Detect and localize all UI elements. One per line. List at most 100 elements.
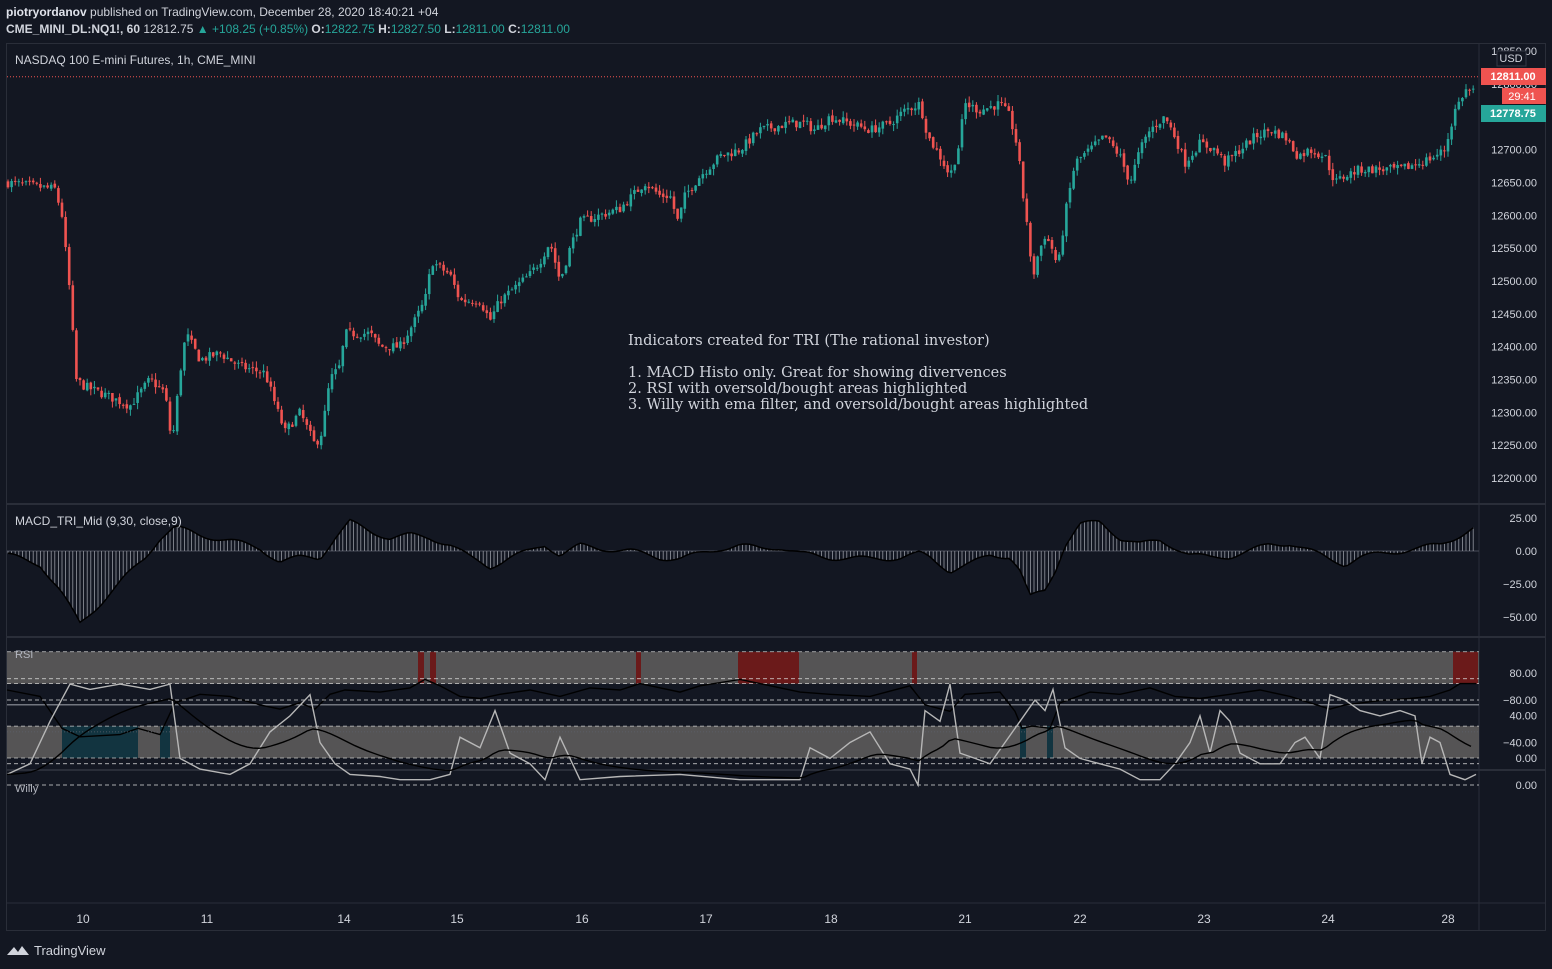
candle-body bbox=[827, 116, 831, 126]
price-tick: 12300.00 bbox=[1491, 407, 1537, 419]
candle-body bbox=[1036, 256, 1039, 275]
candle-body bbox=[312, 430, 316, 442]
candle-body bbox=[1403, 163, 1407, 167]
candle-body bbox=[1101, 135, 1104, 140]
candle-body bbox=[863, 126, 867, 130]
candle-body bbox=[1072, 170, 1075, 189]
candle-body bbox=[1137, 152, 1140, 165]
candle-body bbox=[165, 388, 168, 401]
candle-body bbox=[672, 196, 676, 209]
candle-body bbox=[1245, 140, 1248, 148]
candle-body bbox=[939, 148, 942, 160]
candle-body bbox=[892, 124, 895, 126]
candle-body bbox=[1302, 153, 1306, 157]
candle-body bbox=[705, 173, 708, 175]
time-tick: 18 bbox=[824, 912, 838, 926]
candle-body bbox=[1223, 155, 1227, 166]
candle-body bbox=[1410, 165, 1414, 169]
open-label: O: bbox=[311, 22, 325, 36]
candle-body bbox=[1270, 132, 1273, 134]
candle-body bbox=[755, 133, 759, 135]
candle-body bbox=[420, 304, 424, 312]
candle-body bbox=[121, 404, 125, 406]
macd-axis[interactable]: 25.00 0.00 −25.00 −50.00 bbox=[1503, 513, 1537, 624]
candle-body bbox=[1018, 142, 1021, 162]
candle-body bbox=[276, 401, 280, 409]
candle-body bbox=[1187, 160, 1191, 167]
candle-body bbox=[802, 120, 805, 122]
candle-body bbox=[971, 104, 975, 107]
time-axis[interactable]: 10 11 14 15 16 17 18 21 22 23 24 28 bbox=[76, 912, 1455, 926]
candle-body bbox=[1417, 164, 1421, 166]
candle-body bbox=[1147, 131, 1151, 138]
candle-body bbox=[737, 150, 741, 153]
candle-body bbox=[233, 362, 237, 364]
candle-body bbox=[204, 357, 208, 361]
ohlc-line: CME_MINI_DL:NQ1!, 60 12812.75 ▲ +108.25 … bbox=[6, 22, 570, 36]
time-tick: 10 bbox=[76, 912, 90, 926]
candle-body bbox=[593, 218, 597, 223]
willy-ema-line bbox=[6, 698, 1472, 779]
candle-body bbox=[1194, 152, 1198, 156]
candle-body bbox=[1025, 198, 1029, 222]
candle-body bbox=[571, 237, 575, 249]
candle-body bbox=[910, 108, 913, 111]
rsi-axis[interactable]: 80.00 40.00 0.00 bbox=[1509, 668, 1537, 765]
candle-body bbox=[273, 386, 276, 402]
candle-body bbox=[741, 150, 744, 154]
candle-body bbox=[780, 125, 784, 129]
candle-body bbox=[690, 190, 694, 192]
symbol-label[interactable]: CME_MINI_DL:NQ1!, 60 bbox=[6, 22, 141, 36]
candle-body bbox=[391, 343, 395, 352]
candle-body bbox=[885, 121, 888, 123]
candle-body bbox=[874, 125, 877, 133]
rsi-oversold-highlight bbox=[1047, 726, 1053, 758]
candle-body bbox=[1389, 164, 1392, 167]
candle-body bbox=[1443, 150, 1446, 152]
tradingview-logo-icon[interactable] bbox=[6, 942, 30, 958]
brand-name[interactable]: TradingView bbox=[34, 943, 106, 958]
candle-body bbox=[24, 181, 28, 183]
candle-body bbox=[1425, 157, 1428, 166]
candle-body bbox=[622, 204, 625, 212]
candle-body bbox=[643, 186, 647, 191]
candle-body bbox=[687, 190, 690, 192]
annotation-text[interactable]: Indicators created for TRI (The rational… bbox=[628, 333, 1088, 413]
candle-body bbox=[795, 120, 798, 128]
candle-body bbox=[809, 121, 813, 132]
candle-body bbox=[935, 148, 939, 150]
candle-body bbox=[1011, 110, 1014, 130]
candle-body bbox=[107, 392, 111, 394]
candle-body bbox=[492, 311, 496, 320]
time-tick: 11 bbox=[201, 912, 214, 926]
candle-body bbox=[1014, 129, 1018, 143]
candle-body bbox=[618, 206, 622, 213]
candle-body bbox=[1032, 256, 1036, 275]
candle-body bbox=[1155, 125, 1158, 128]
time-tick: 28 bbox=[1441, 912, 1455, 926]
candle-body bbox=[787, 121, 791, 123]
willy-axis[interactable]: 0.00 −40.00 −80.00 bbox=[1503, 695, 1537, 792]
candle-body bbox=[550, 246, 553, 249]
candle-body bbox=[489, 312, 492, 320]
candle-body bbox=[287, 423, 291, 430]
candle-body bbox=[262, 370, 265, 373]
rsi-overbought-highlight bbox=[912, 651, 917, 684]
candle-body bbox=[363, 333, 366, 337]
time-tick: 14 bbox=[337, 912, 351, 926]
candle-body bbox=[514, 284, 517, 290]
price-tick: 12600.00 bbox=[1491, 210, 1537, 222]
candle-body bbox=[625, 204, 629, 206]
candle-body bbox=[1140, 142, 1144, 154]
candle-body bbox=[111, 393, 114, 402]
candle-body bbox=[607, 212, 611, 216]
candle-body bbox=[805, 120, 809, 122]
rsi-oversold-highlight bbox=[160, 726, 170, 758]
rsi-overbought-highlight bbox=[418, 651, 424, 684]
author-name[interactable]: piotryordanov bbox=[6, 5, 87, 19]
candle-body bbox=[1371, 166, 1374, 174]
candle-body bbox=[838, 119, 841, 122]
candle-body bbox=[1237, 150, 1241, 155]
candle-body bbox=[57, 188, 60, 203]
